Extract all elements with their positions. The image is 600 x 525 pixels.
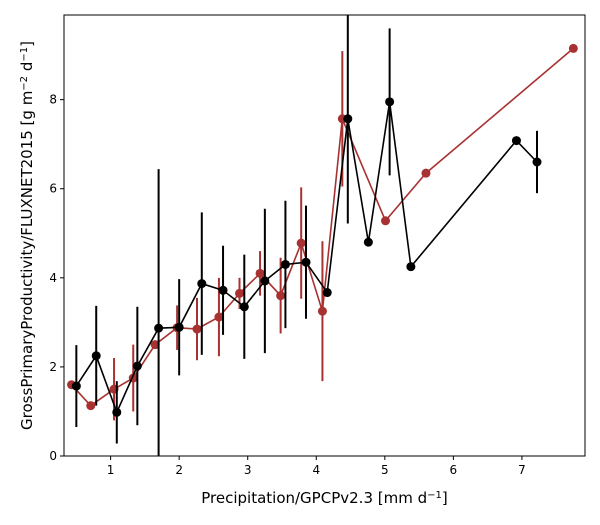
- data-point: [154, 323, 164, 333]
- data-point: [255, 268, 265, 278]
- data-point: [71, 381, 81, 391]
- data-point: [532, 157, 542, 167]
- data-point: [421, 168, 431, 178]
- data-point: [276, 291, 286, 301]
- data-point: [511, 136, 521, 146]
- data-point: [296, 238, 306, 248]
- x-tick-label: 5: [381, 463, 389, 477]
- y-tick-label: 8: [49, 93, 57, 107]
- data-point: [218, 285, 228, 295]
- data-point: [239, 302, 249, 312]
- data-point: [112, 407, 122, 417]
- data-point: [343, 114, 353, 124]
- x-tick-label: 7: [518, 463, 526, 477]
- data-point: [192, 324, 202, 334]
- y-tick-label: 2: [49, 360, 57, 374]
- x-tick-label: 4: [312, 463, 320, 477]
- data-point: [317, 306, 327, 316]
- series-1: [67, 43, 578, 421]
- data-point: [197, 279, 207, 289]
- data-point: [132, 361, 142, 371]
- data-point: [406, 262, 416, 272]
- y-tick-label: 4: [49, 271, 57, 285]
- data-point: [568, 43, 578, 53]
- data-point: [301, 257, 311, 267]
- plot-frame: [63, 14, 586, 457]
- plot-area: [67, 15, 578, 456]
- y-tick-label: 0: [49, 449, 57, 463]
- series-2: [71, 15, 542, 456]
- data-point: [174, 322, 184, 332]
- data-point: [260, 276, 270, 286]
- data-point: [214, 312, 224, 322]
- x-tick-label: 3: [244, 463, 252, 477]
- y-axis-ticks: 0 2 4 6 8: [49, 93, 64, 463]
- data-point: [322, 288, 332, 298]
- data-point: [86, 401, 96, 411]
- data-point: [280, 259, 290, 269]
- x-tick-label: 6: [450, 463, 458, 477]
- data-point: [363, 237, 373, 247]
- data-point: [91, 351, 101, 361]
- data-point: [234, 288, 244, 298]
- x-tick-label: 1: [107, 463, 115, 477]
- x-axis-ticks: 1 2 3 4 5 6 7: [107, 456, 526, 477]
- data-point: [150, 340, 160, 350]
- data-point: [385, 97, 395, 107]
- y-axis-label: GrossPrimaryProductivity/FLUXNET2015 [g …: [18, 41, 36, 430]
- x-tick-label: 2: [175, 463, 183, 477]
- x-axis-label: Precipitation/GPCPv2.3 [mm d−1]: [201, 489, 447, 507]
- data-point: [381, 216, 391, 226]
- y-tick-label: 6: [49, 182, 57, 196]
